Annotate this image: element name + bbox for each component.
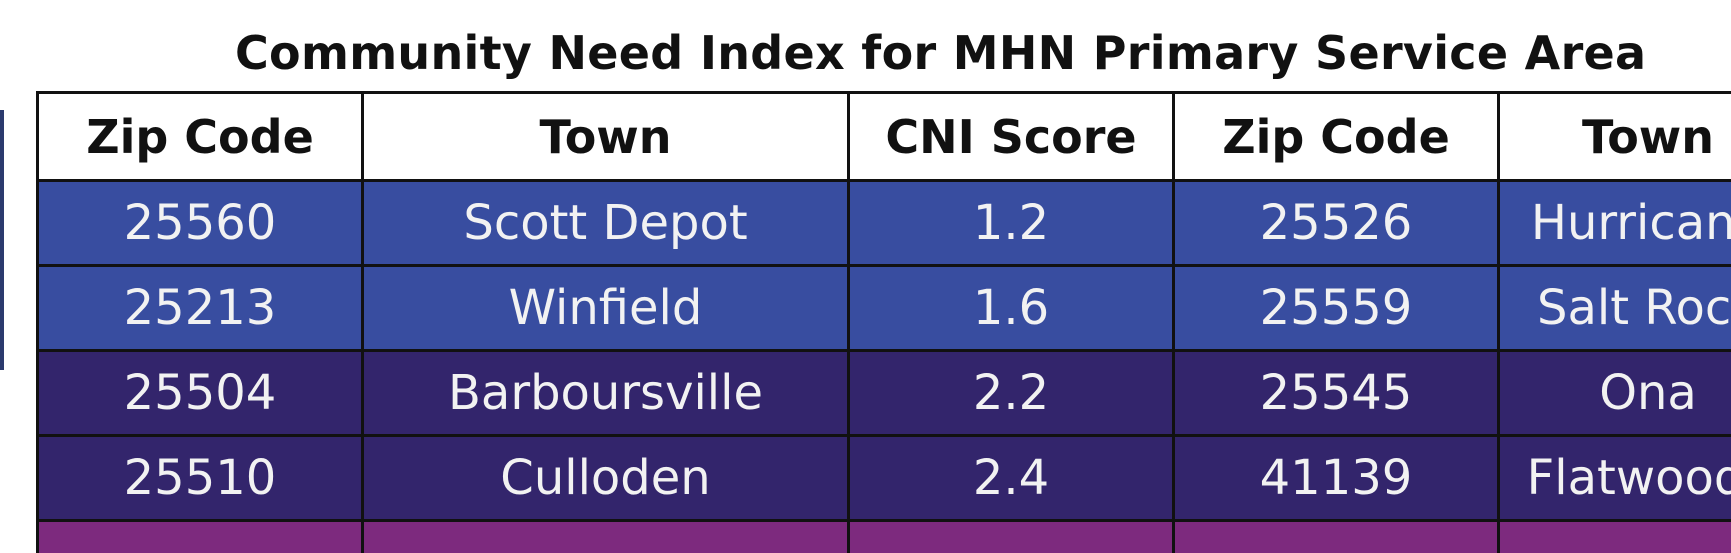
empty-cell (361, 519, 850, 553)
zip-code-cell: 25560 (36, 179, 364, 267)
zip-code-cell: 25504 (36, 349, 364, 437)
left-edge-decoration (0, 110, 4, 370)
table-row: 25504 Barboursville 2.2 25545 Ona (36, 349, 1731, 437)
town-cell: Salt Rock (1497, 264, 1731, 352)
cni-score-cell: 2.2 (847, 349, 1175, 437)
zip-code-cell: 25526 (1172, 179, 1500, 267)
table-row: 25213 Winfield 1.6 25559 Salt Rock (36, 264, 1731, 352)
header-town-2: Town (1497, 91, 1731, 182)
table-row: 25510 Culloden 2.4 41139 Flatwoods (36, 434, 1731, 522)
cni-score-cell: 1.6 (847, 264, 1175, 352)
cni-table: Zip Code Town CNI Score Zip Code Town 25… (36, 91, 1731, 553)
town-cell: Hurricane (1497, 179, 1731, 267)
town-cell: Culloden (361, 434, 850, 522)
zip-code-cell: 25559 (1172, 264, 1500, 352)
town-cell: Flatwoods (1497, 434, 1731, 522)
header-zip-code-2: Zip Code (1172, 91, 1500, 182)
town-cell: Scott Depot (361, 179, 850, 267)
empty-cell (36, 519, 364, 553)
zip-code-cell: 25545 (1172, 349, 1500, 437)
table-row: 25560 Scott Depot 1.2 25526 Hurricane (36, 179, 1731, 267)
empty-cell (847, 519, 1175, 553)
empty-cell (1172, 519, 1500, 553)
empty-cell (1497, 519, 1731, 553)
table-title: Community Need Index for MHN Primary Ser… (235, 26, 1647, 80)
header-cni-score-1: CNI Score (847, 91, 1175, 182)
top-strip (0, 0, 1731, 8)
zip-code-cell: 25213 (36, 264, 364, 352)
table-row-partial (36, 519, 1731, 553)
town-cell: Barboursville (361, 349, 850, 437)
town-cell: Winfield (361, 264, 850, 352)
cni-score-cell: 2.4 (847, 434, 1175, 522)
zip-code-cell: 25510 (36, 434, 364, 522)
header-town-1: Town (361, 91, 850, 182)
header-row: Zip Code Town CNI Score Zip Code Town (36, 91, 1731, 182)
header-zip-code-1: Zip Code (36, 91, 364, 182)
town-cell: Ona (1497, 349, 1731, 437)
cni-score-cell: 1.2 (847, 179, 1175, 267)
zip-code-cell: 41139 (1172, 434, 1500, 522)
